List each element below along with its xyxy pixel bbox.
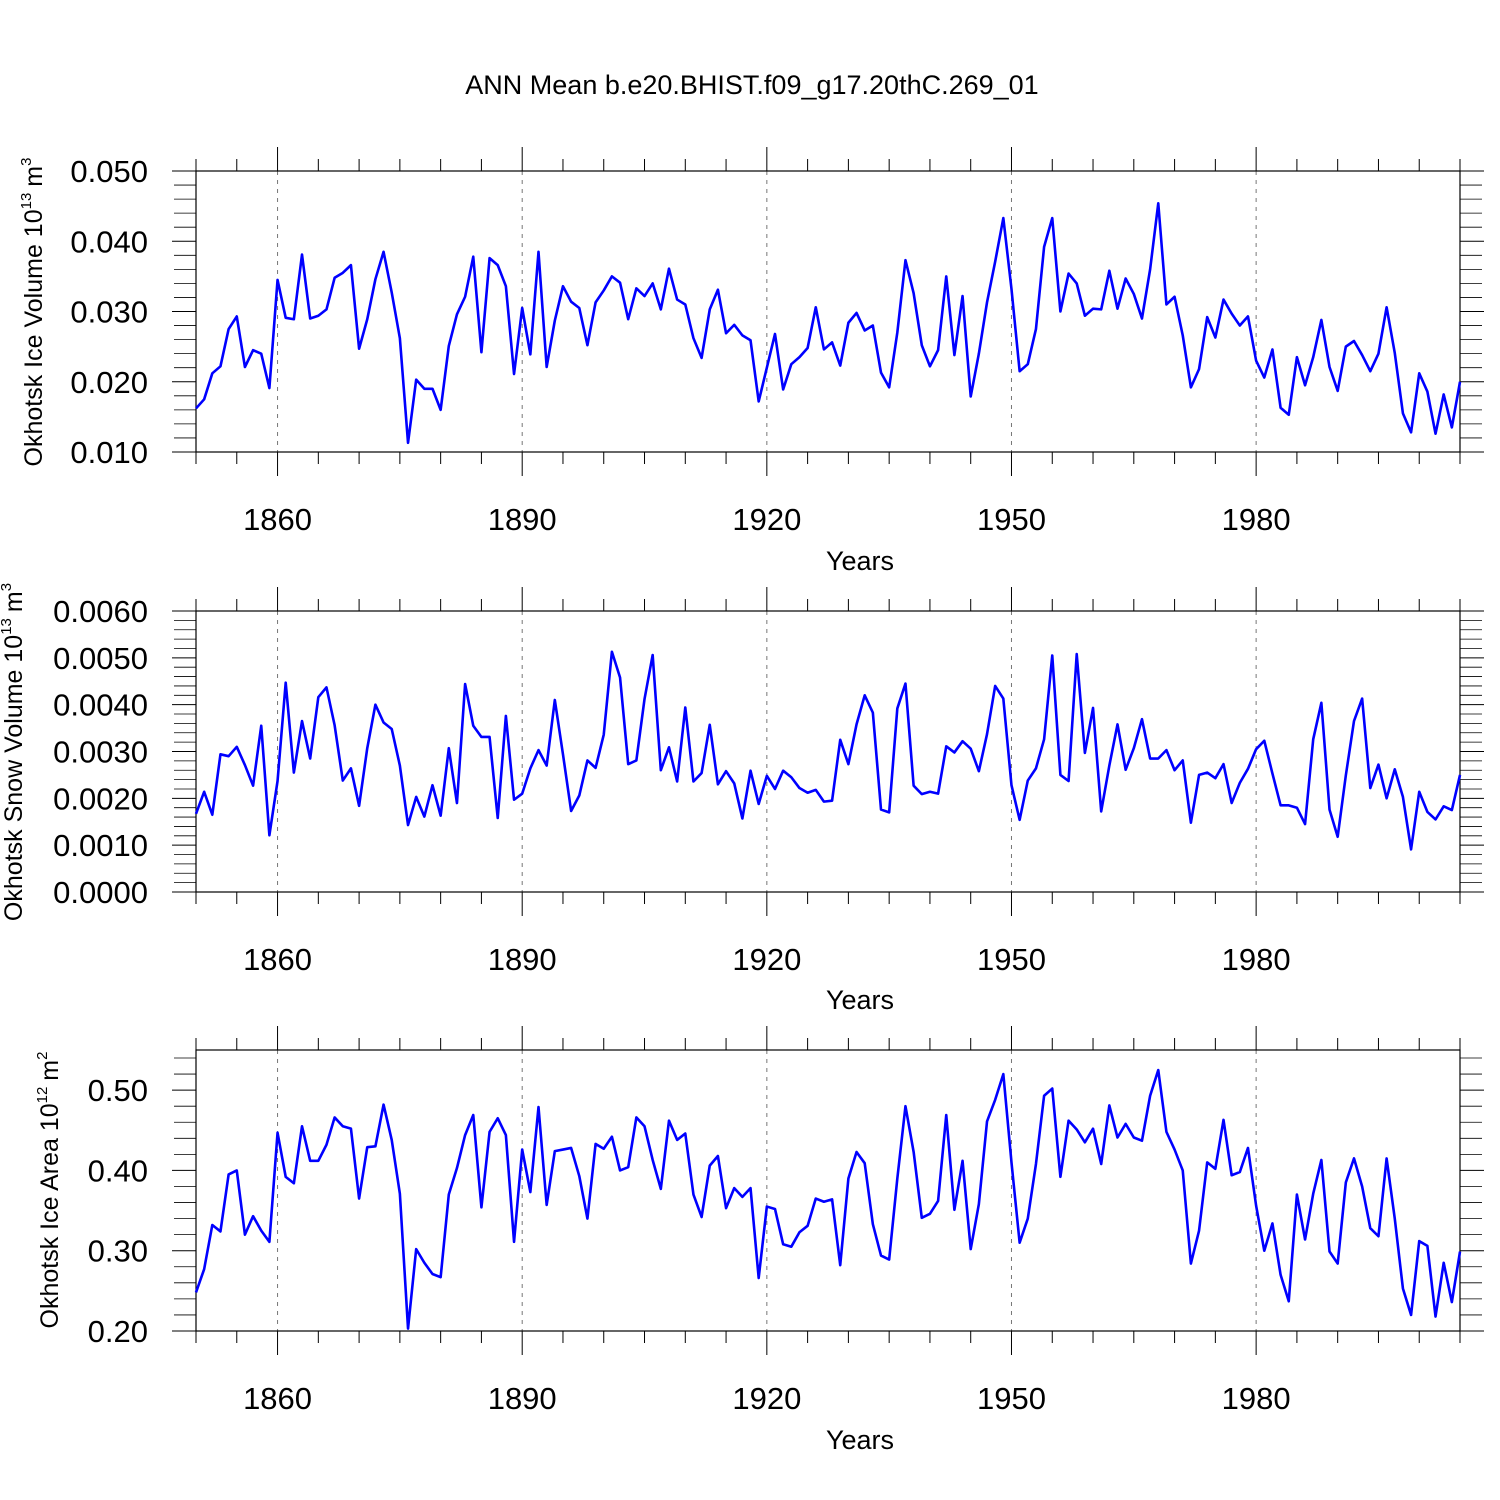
ice-area-xtick-label: 1920 [732, 1381, 801, 1416]
snow-volume-ylabel-exp: 13 [0, 618, 15, 635]
snow-volume-frame [195, 610, 1461, 893]
snow-volume-ytick-label: 0.0030 [53, 735, 148, 770]
snow-volume-xtick-label: 1860 [243, 942, 312, 977]
snow-volume-ytick-label: 0.0000 [53, 875, 148, 910]
snow-volume-ylabel-unit: m [0, 591, 28, 612]
figure-title: ANN Mean b.e20.BHIST.f09_g17.20thC.269_0… [465, 70, 1038, 100]
ice-volume-ylabel-unit-exp: 3 [18, 158, 35, 166]
ice-volume-xtick-label: 1890 [488, 502, 557, 537]
ice-volume-ytick-label: 0.050 [70, 154, 148, 189]
ice-volume-xtick-label: 1920 [732, 502, 801, 537]
snow-volume-ytick-label: 0.0020 [53, 781, 148, 816]
ice-area-ylabel-unit: m [36, 1060, 64, 1081]
ice-area-xtick-label: 1860 [243, 1381, 312, 1416]
snow-volume-ytick-label: 0.0040 [53, 688, 148, 723]
ice-volume-panel: 0.010 0.020 0.030 0.040 0.050 1860 1890 1920 195… [18, 147, 1484, 576]
ice-area-ylabel-exp: 12 [34, 1087, 51, 1104]
ice-volume-ytick-label: 0.040 [70, 224, 148, 259]
ice-volume-xlabel: Years [826, 546, 894, 576]
snow-volume-ylabel: Okhotsk Snow Volume 1013 m3 [0, 583, 28, 921]
snow-volume-xtick-label: 1890 [488, 942, 557, 977]
ice-area-frame [195, 1049, 1461, 1332]
ice-volume-ytick-label: 0.020 [70, 365, 148, 400]
ice-volume-ylabel: Okhotsk Ice Volume 1013 m3 [18, 158, 48, 467]
snow-volume-panel: 0.0000 0.0010 0.0020 0.0030 0.0040 0.0050 0.00… [0, 583, 1484, 1015]
ice-area-panel: 0.20 0.30 0.40 0.50 1860 1890 1920 1950 1980 Year… [34, 1026, 1484, 1455]
ice-area-ytick-label: 0.40 [88, 1153, 148, 1188]
snow-volume-xtick-label: 1950 [977, 942, 1046, 977]
ice-volume-ylabel-main: Okhotsk Ice Volume 10 [20, 209, 48, 466]
ice-volume-xtick-label: 1980 [1222, 502, 1291, 537]
snow-volume-ylabel-unit-exp: 3 [0, 583, 15, 591]
snow-volume-ytick-label: 0.0050 [53, 641, 148, 676]
snow-volume-ylabel-main: Okhotsk Snow Volume 10 [0, 635, 28, 921]
ice-area-ytick-label: 0.20 [88, 1314, 148, 1349]
ice-area-xtick-label: 1950 [977, 1381, 1046, 1416]
ice-area-series-line [194, 1068, 1462, 1330]
ice-area-ylabel: Okhotsk Ice Area 1012 m2 [34, 1052, 64, 1329]
ice-area-ylabel-unit-exp: 2 [34, 1052, 51, 1060]
ice-area-xtick-label: 1980 [1222, 1381, 1291, 1416]
snow-volume-xtick-label: 1980 [1222, 942, 1291, 977]
ice-volume-ytick-label: 0.010 [70, 435, 148, 470]
ice-volume-series-line [195, 202, 1462, 445]
ice-volume-ytick-label: 0.030 [70, 295, 148, 330]
ice-area-ylabel-main: Okhotsk Ice Area 10 [36, 1103, 64, 1328]
ice-area-xlabel: Years [826, 1425, 894, 1455]
snow-volume-ytick-label: 0.0060 [53, 594, 148, 629]
snow-volume-series-line [194, 650, 1462, 851]
ice-volume-ylabel-exp: 13 [18, 193, 35, 210]
snow-volume-ytick-label: 0.0010 [53, 828, 148, 863]
ice-volume-frame [195, 170, 1461, 453]
ice-volume-xtick-label: 1860 [243, 502, 312, 537]
ice-area-xtick-label: 1890 [488, 1381, 557, 1416]
ice-area-ytick-label: 0.30 [88, 1234, 148, 1269]
ice-volume-ylabel-unit: m [20, 166, 48, 187]
snow-volume-xlabel: Years [826, 985, 894, 1015]
ice-area-ytick-label: 0.50 [88, 1073, 148, 1108]
ice-volume-xtick-label: 1950 [977, 502, 1046, 537]
snow-volume-xtick-label: 1920 [732, 942, 801, 977]
